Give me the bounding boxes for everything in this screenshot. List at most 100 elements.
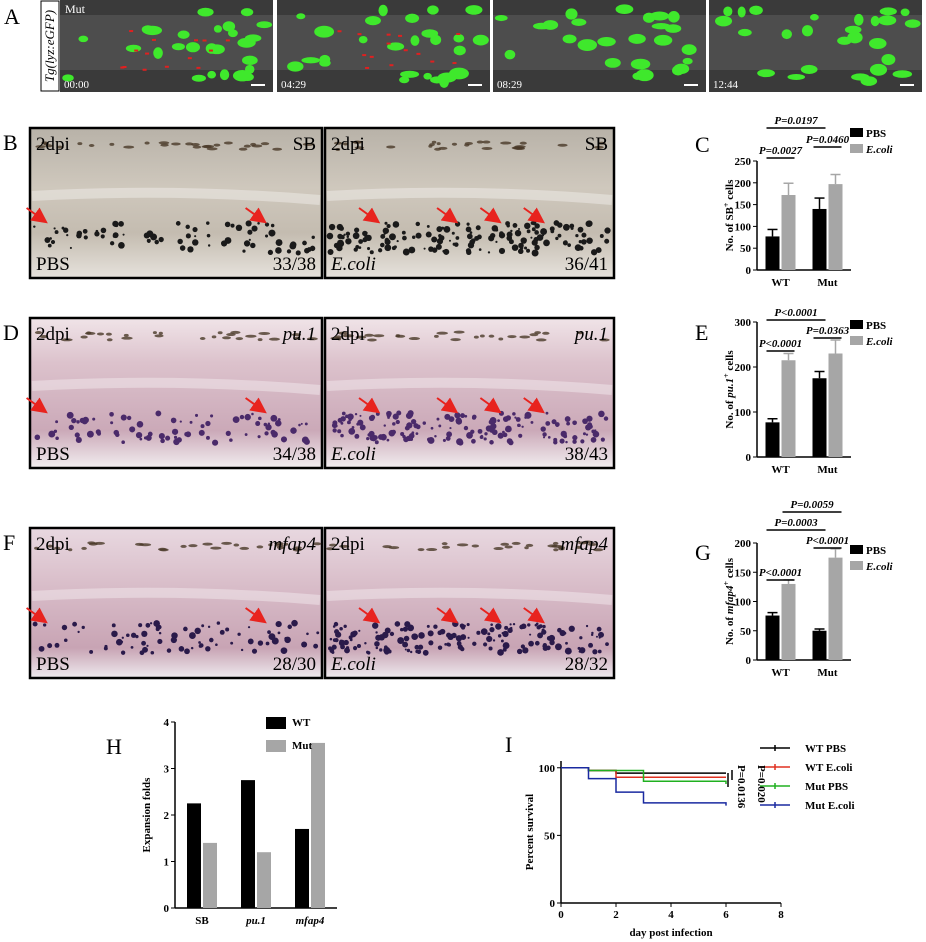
- stained-cell: [590, 633, 594, 637]
- stained-cell: [516, 648, 523, 655]
- stained-cell: [179, 245, 186, 251]
- stained-cell: [588, 642, 594, 648]
- pigment: [35, 145, 46, 149]
- stained-cell: [69, 246, 72, 250]
- gfp-cell: [749, 5, 763, 15]
- stained-cell: [334, 424, 338, 428]
- stained-cell: [250, 242, 256, 249]
- stained-cell: [392, 221, 400, 228]
- arrow: [523, 607, 545, 624]
- stained-cell: [393, 245, 397, 249]
- stained-cell: [50, 239, 56, 245]
- stained-cell: [383, 645, 388, 650]
- stained-cell: [399, 627, 404, 632]
- pigment: [553, 548, 559, 552]
- stained-cell: [534, 230, 539, 235]
- stained-cell: [243, 240, 251, 247]
- stained-cell: [380, 242, 385, 248]
- bar: [203, 842, 217, 908]
- stained-cell: [179, 420, 182, 423]
- x-tick-label: 6: [723, 909, 729, 921]
- probe-label: mfap4: [269, 534, 317, 555]
- gfp-cell: [653, 34, 673, 46]
- pigment: [551, 544, 563, 548]
- stained-cell: [504, 625, 509, 630]
- panel-label: G: [695, 540, 711, 565]
- stained-cell: [244, 433, 248, 436]
- legend-swatch: [850, 128, 863, 137]
- stained-cell: [265, 424, 272, 431]
- pigment: [88, 143, 95, 147]
- stained-cell: [406, 648, 411, 653]
- stained-cell: [521, 425, 524, 428]
- gfp-cell: [615, 4, 634, 14]
- y-tick-label: 0: [746, 655, 752, 667]
- stained-cell: [392, 422, 396, 426]
- pigment: [453, 330, 465, 334]
- stained-cell: [139, 650, 145, 656]
- stained-cell: [184, 431, 189, 437]
- pigment: [552, 541, 559, 545]
- stained-cell: [219, 629, 225, 635]
- stained-cell: [44, 237, 51, 243]
- stained-cell: [557, 627, 562, 633]
- stained-cell: [155, 410, 162, 417]
- bar: [187, 803, 201, 908]
- stained-cell: [515, 417, 521, 422]
- stained-cell: [187, 246, 194, 253]
- stained-cell: [118, 221, 124, 227]
- legend-label: E.coli: [865, 561, 894, 573]
- stained-cell: [301, 436, 309, 444]
- gfp-cell: [597, 36, 616, 47]
- y-tick-label: 100: [735, 221, 752, 233]
- stained-cell: [464, 414, 468, 418]
- probe-label: pu.1: [281, 324, 316, 345]
- gfp-cell: [427, 5, 439, 15]
- stained-cell: [189, 632, 196, 639]
- stained-cell: [405, 412, 413, 420]
- y-axis-title: No. of mfap4+ cells: [722, 557, 737, 645]
- gfp-cell: [465, 5, 483, 15]
- time-label: 12:44: [713, 79, 739, 91]
- pigment: [158, 141, 170, 145]
- stained-cell: [215, 643, 218, 646]
- gfp-cell: [213, 25, 223, 33]
- stained-cell: [441, 226, 445, 230]
- pigment: [53, 546, 61, 550]
- p-value: P=0.0197: [774, 115, 818, 127]
- stained-cell: [366, 436, 370, 441]
- stained-cell: [374, 440, 379, 445]
- stained-cell: [418, 644, 424, 650]
- stained-cell: [54, 642, 60, 648]
- legend-swatch: [266, 740, 286, 752]
- stage-label: 2dpi: [36, 324, 70, 345]
- stained-cell: [129, 426, 136, 433]
- pigment: [81, 546, 87, 550]
- survival-line: [561, 767, 727, 784]
- stained-cell: [230, 223, 235, 228]
- gfp-cell: [737, 6, 746, 18]
- gfp-cell: [222, 21, 236, 32]
- stained-cell: [577, 226, 584, 233]
- stained-cell: [326, 232, 334, 240]
- stained-cell: [175, 221, 181, 226]
- stained-cell: [225, 430, 231, 436]
- pigment: [80, 335, 88, 339]
- stained-cell: [313, 643, 319, 649]
- pigment: [355, 335, 367, 339]
- pigment: [557, 143, 568, 147]
- stained-cell: [444, 642, 447, 646]
- gfp-cell: [672, 65, 685, 76]
- stage-label: 2dpi: [331, 134, 365, 155]
- gfp-cell: [562, 34, 577, 44]
- pigment: [577, 541, 588, 545]
- pigment: [306, 337, 318, 341]
- stained-cell: [411, 235, 416, 239]
- stained-cell: [205, 646, 211, 652]
- stained-cell: [575, 233, 579, 238]
- gfp-cell: [453, 45, 466, 56]
- gfp-cell: [141, 25, 155, 34]
- stained-cell: [438, 424, 442, 428]
- arrow: [436, 397, 459, 414]
- stained-cell: [257, 222, 260, 225]
